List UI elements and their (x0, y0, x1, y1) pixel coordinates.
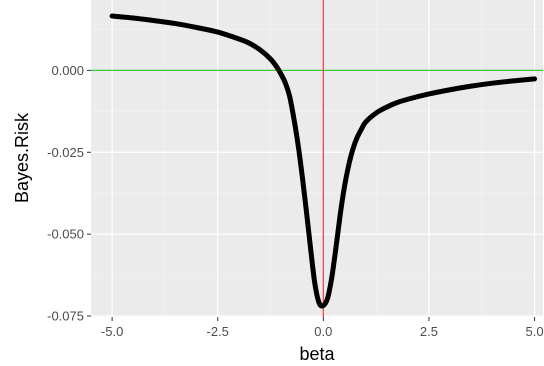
x-tick-label: 2.5 (420, 324, 438, 339)
series-layer (109, 13, 538, 309)
x-tick-label: 0.0 (314, 324, 332, 339)
y-axis-title: Bayes.Risk (12, 112, 32, 203)
x-tick-label: 5.0 (526, 324, 544, 339)
y-tick-label: -0.025 (47, 145, 84, 160)
x-tick-label: -5.0 (101, 324, 123, 339)
y-axis: 0.000 -0.025 -0.050 -0.075 (47, 63, 91, 324)
x-axis: -5.0 -2.5 0.0 2.5 5.0 (101, 317, 544, 339)
y-tick-label: -0.050 (47, 227, 84, 242)
x-tick-label: -2.5 (207, 324, 229, 339)
panel-background (91, 0, 543, 317)
y-tick-label: -0.075 (47, 309, 84, 324)
x-axis-title: beta (299, 344, 335, 364)
minor-gridlines (91, 0, 543, 317)
y-tick-label: 0.000 (51, 63, 84, 78)
series-line (109, 13, 538, 309)
